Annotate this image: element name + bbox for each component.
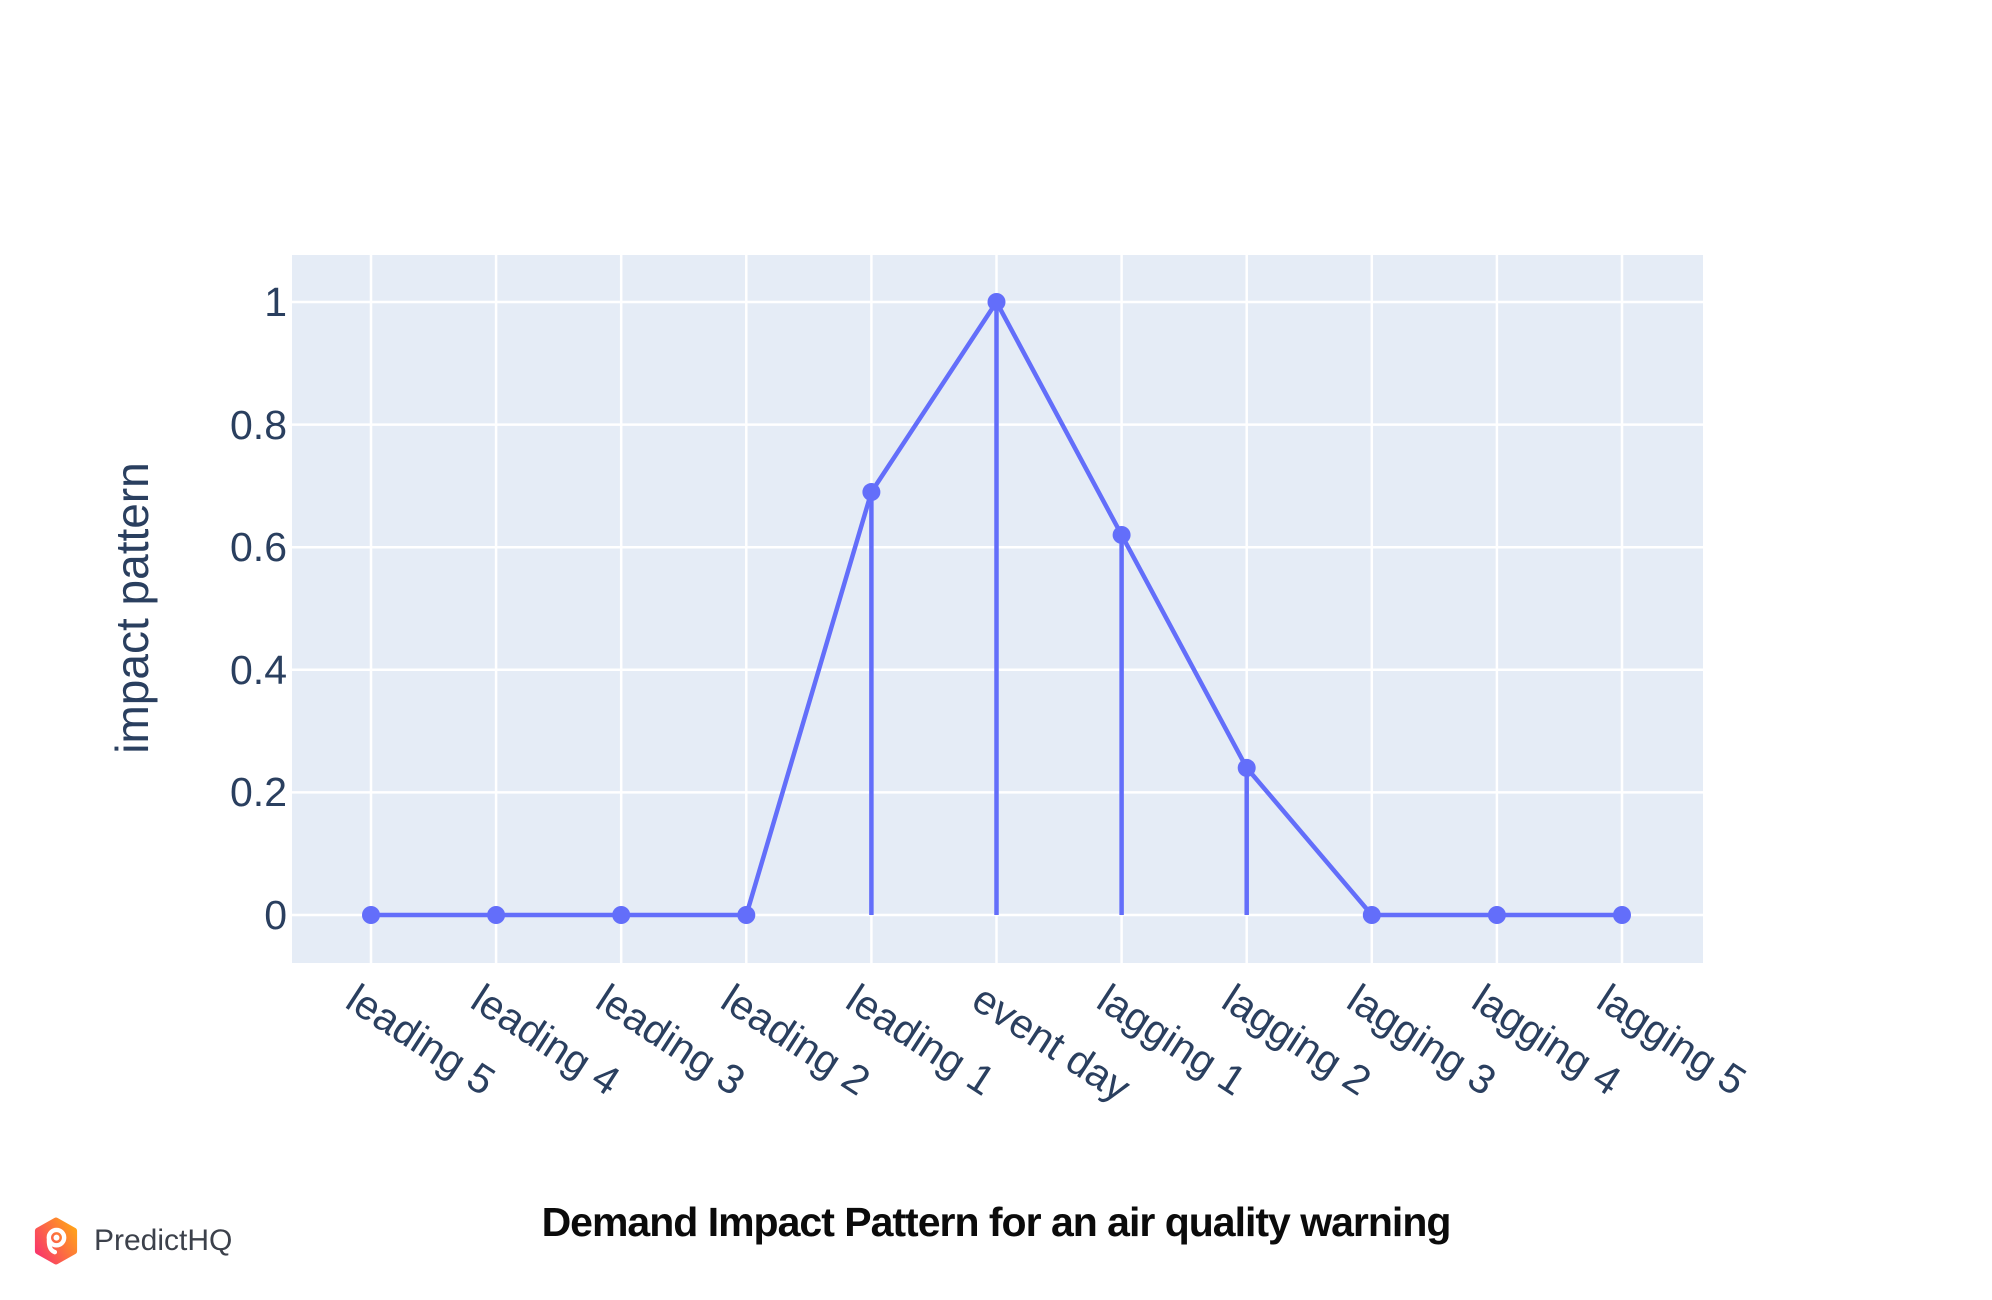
predicthq-branding: PredictHQ	[33, 1217, 232, 1265]
x-tick-label: lagging 3	[1339, 975, 1504, 1105]
logo-pin-tail	[46, 1238, 58, 1255]
predicthq-logo-icon	[34, 1217, 78, 1265]
data-point-marker	[987, 293, 1006, 311]
data-point-marker	[1613, 906, 1631, 924]
data-point-marker	[612, 906, 631, 924]
x-tick-label: lagging 5	[1589, 975, 1755, 1105]
x-tick-label: lagging 2	[1214, 975, 1379, 1105]
data-point-marker	[362, 906, 380, 924]
x-tick-label: leading 3	[588, 975, 754, 1105]
x-tick-label: lagging 1	[1089, 975, 1254, 1105]
y-tick-label: 0.8	[230, 401, 287, 448]
data-point-marker	[1112, 525, 1131, 544]
data-point-marker	[1487, 906, 1506, 924]
y-axis-title: impact pattern	[106, 462, 158, 754]
y-tick-label: 0.6	[230, 524, 287, 571]
impact-pattern-chart	[292, 255, 1703, 963]
data-point-marker	[1237, 758, 1256, 777]
data-point-marker	[487, 906, 506, 924]
data-point-marker	[737, 906, 756, 924]
x-tick-label: lagging 4	[1464, 975, 1630, 1105]
x-tick-label: event day	[963, 975, 1139, 1111]
y-tick-label: 1	[264, 279, 287, 325]
x-tick-label: leading 1	[838, 975, 1004, 1105]
data-point-marker	[1362, 906, 1381, 924]
x-tick-label: leading 4	[463, 975, 629, 1105]
chart-caption: Demand Impact Pattern for an air quality…	[541, 1199, 1452, 1245]
logo-pin-dot	[53, 1234, 60, 1241]
y-tick-label: 0.4	[230, 646, 287, 693]
logo-hexagon	[34, 1217, 78, 1265]
logo-pin-ring	[46, 1227, 67, 1248]
predicthq-logo-text: PredictHQ	[94, 1224, 233, 1257]
y-tick-label: 0	[264, 892, 287, 938]
x-tick-label: leading 5	[338, 975, 504, 1105]
data-point-marker	[862, 483, 881, 502]
y-tick-label: 0.2	[230, 769, 287, 816]
x-tick-label: leading 2	[713, 975, 879, 1105]
